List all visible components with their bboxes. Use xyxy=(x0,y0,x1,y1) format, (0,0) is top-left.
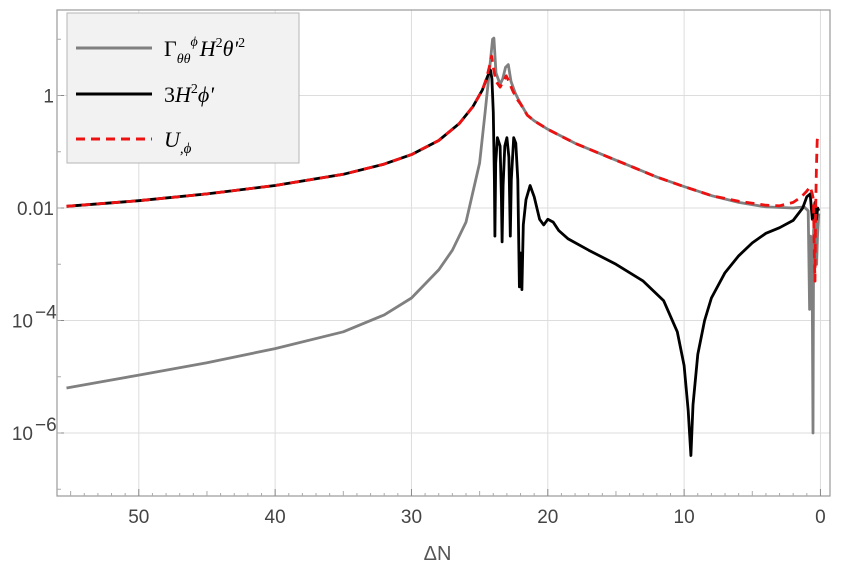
y-tick-exponent: −4 xyxy=(35,303,57,324)
y-tick-label: 10 xyxy=(12,312,33,333)
legend-label-threeH2phi: 3H2ϕ' xyxy=(164,82,214,107)
plot-frame xyxy=(56,9,831,497)
y-tick-label: 10 xyxy=(12,424,33,445)
legend-box xyxy=(66,12,300,164)
x-axis-title: ΔN xyxy=(424,543,452,565)
x-axis: 50 40 30 20 10 0 xyxy=(70,489,826,528)
series-line-Uphi xyxy=(66,54,820,283)
series-line-threeH2phi xyxy=(66,68,821,457)
x-tick-label: 30 xyxy=(401,507,422,528)
legend-label-Uphi: U,ϕ xyxy=(164,127,192,157)
x-tick-label: 10 xyxy=(674,507,695,528)
series-layer xyxy=(66,36,821,457)
y-tick-label: 1 xyxy=(43,87,54,108)
x-tick-label: 20 xyxy=(537,507,558,528)
y-tick-exponent: −6 xyxy=(35,415,57,436)
y-tick-label: 0.01 xyxy=(17,199,54,220)
legend-label-gamma: ΓθθϕH2θ'2 xyxy=(164,35,245,67)
x-tick-label: 0 xyxy=(815,507,826,528)
legend: ΓθθϕH2θ'2 3H2ϕ' U,ϕ xyxy=(66,12,300,164)
x-tick-label: 50 xyxy=(128,507,149,528)
x-tick-label: 40 xyxy=(265,507,286,528)
